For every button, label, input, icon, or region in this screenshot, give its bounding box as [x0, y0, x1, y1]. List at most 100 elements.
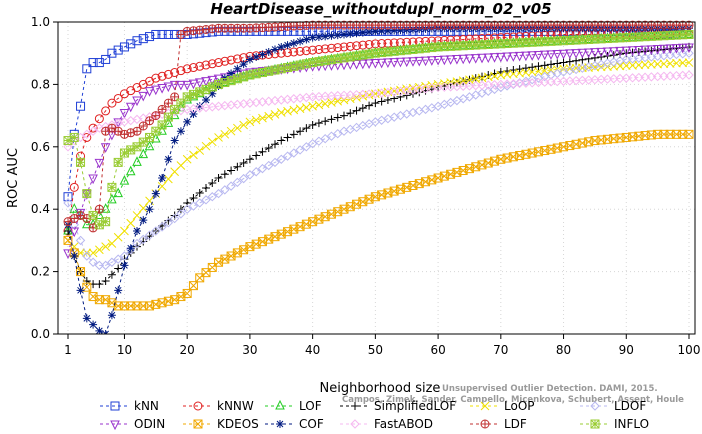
kdeos-point	[370, 192, 380, 202]
cof-point	[377, 27, 386, 36]
cof-point	[114, 286, 123, 295]
cof-point	[308, 33, 317, 42]
kdeos-point	[352, 199, 362, 209]
x-tick-label: 10	[117, 343, 132, 357]
legend-marker	[110, 420, 120, 431]
legend-label: INFLO	[614, 417, 649, 431]
y-tick-label: 0.0	[31, 327, 50, 341]
simplifiedlof-point	[308, 120, 317, 129]
simplifiedlof-point	[277, 136, 286, 145]
loop-point	[145, 196, 154, 206]
lof-point	[132, 156, 142, 166]
ldof-point	[188, 201, 199, 211]
cof-point	[264, 47, 273, 56]
loop-point	[226, 126, 236, 136]
legend-marker	[480, 419, 490, 429]
legend-item-knn: kNN	[100, 399, 159, 413]
loop-point	[239, 120, 248, 130]
odin-point	[94, 158, 105, 169]
ldof-point	[684, 48, 694, 58]
lof-point	[138, 148, 149, 159]
ldof-point	[169, 213, 180, 224]
simplifiedlof-point	[590, 53, 599, 62]
series-inflo	[63, 29, 694, 230]
kdeos-point	[301, 219, 311, 229]
legend-marker	[590, 401, 600, 411]
cof-point	[346, 29, 355, 38]
simplifiedlof-point	[534, 62, 543, 71]
loop-point	[138, 203, 148, 213]
kdeos-point	[408, 180, 418, 190]
fastabod-point	[88, 126, 98, 136]
loop-point	[245, 117, 255, 127]
ldf-point	[176, 29, 186, 39]
inflo-point	[170, 104, 180, 114]
inflo-point	[358, 50, 368, 60]
knnw-point	[320, 44, 330, 54]
odin-point	[427, 56, 437, 66]
inflo-point	[684, 29, 694, 39]
knnw-point	[126, 86, 136, 96]
loop-point	[182, 154, 192, 164]
ldf-point	[163, 98, 173, 108]
knnw-point	[214, 58, 224, 68]
kdeos-point	[195, 273, 205, 283]
simplifiedlof-point	[214, 174, 223, 182]
knn-point	[101, 54, 111, 64]
knnw-point	[308, 45, 318, 55]
legend-item-ldof: LDOF	[580, 399, 646, 413]
x-tick-label: 100	[678, 343, 701, 357]
knn-point	[107, 48, 117, 58]
simplifiedlof-point	[340, 111, 348, 120]
ldf-point	[151, 111, 161, 121]
knnw-point	[163, 69, 173, 79]
odin-point	[627, 46, 638, 56]
ldof-point	[295, 145, 305, 155]
ldof-point	[383, 114, 393, 124]
simplifiedlof-point	[95, 280, 104, 289]
inflo-point	[370, 48, 380, 58]
ldof-point	[138, 234, 148, 245]
ldof-point	[151, 226, 161, 236]
odin-point	[376, 58, 387, 69]
kdeos-point	[257, 237, 267, 247]
inflo-point	[176, 98, 186, 108]
knnw-point	[345, 41, 355, 51]
cof-point	[402, 25, 411, 34]
odin-point	[596, 47, 606, 58]
odin-point	[539, 50, 550, 61]
inflo-point	[264, 66, 274, 76]
odin-point	[401, 57, 412, 68]
legend-item-lof: LOF	[265, 399, 322, 413]
ldof-point	[270, 157, 280, 168]
odin-point	[144, 87, 155, 97]
loop-point	[233, 123, 242, 133]
cof-point	[296, 37, 305, 46]
cof-point	[371, 27, 380, 36]
ldof-point	[195, 198, 205, 208]
inflo-point	[421, 43, 431, 53]
kdeos-point	[490, 156, 500, 166]
legend-item-knnw: kNNW	[183, 399, 254, 413]
ldof-point	[314, 136, 324, 146]
kdeos-point	[295, 222, 305, 232]
ldf-point	[182, 26, 192, 36]
kdeos-line	[67, 133, 689, 307]
inflo-point	[314, 57, 324, 67]
cof-point	[327, 31, 336, 40]
cof-point	[352, 29, 361, 38]
x-tick-label: 80	[556, 343, 571, 357]
legend-label: kNNW	[217, 399, 254, 413]
cof-point	[95, 326, 104, 334]
cof-point	[340, 30, 348, 39]
cof-point	[133, 227, 141, 236]
simplifiedlof-point	[258, 147, 267, 156]
odin-point	[646, 45, 657, 55]
kdeos-point	[421, 177, 431, 187]
cof-point	[252, 52, 261, 61]
kdeos-point	[283, 227, 293, 237]
kdeos-point	[251, 239, 261, 249]
kdeos-point	[289, 224, 299, 234]
kdeos-point	[446, 169, 456, 179]
